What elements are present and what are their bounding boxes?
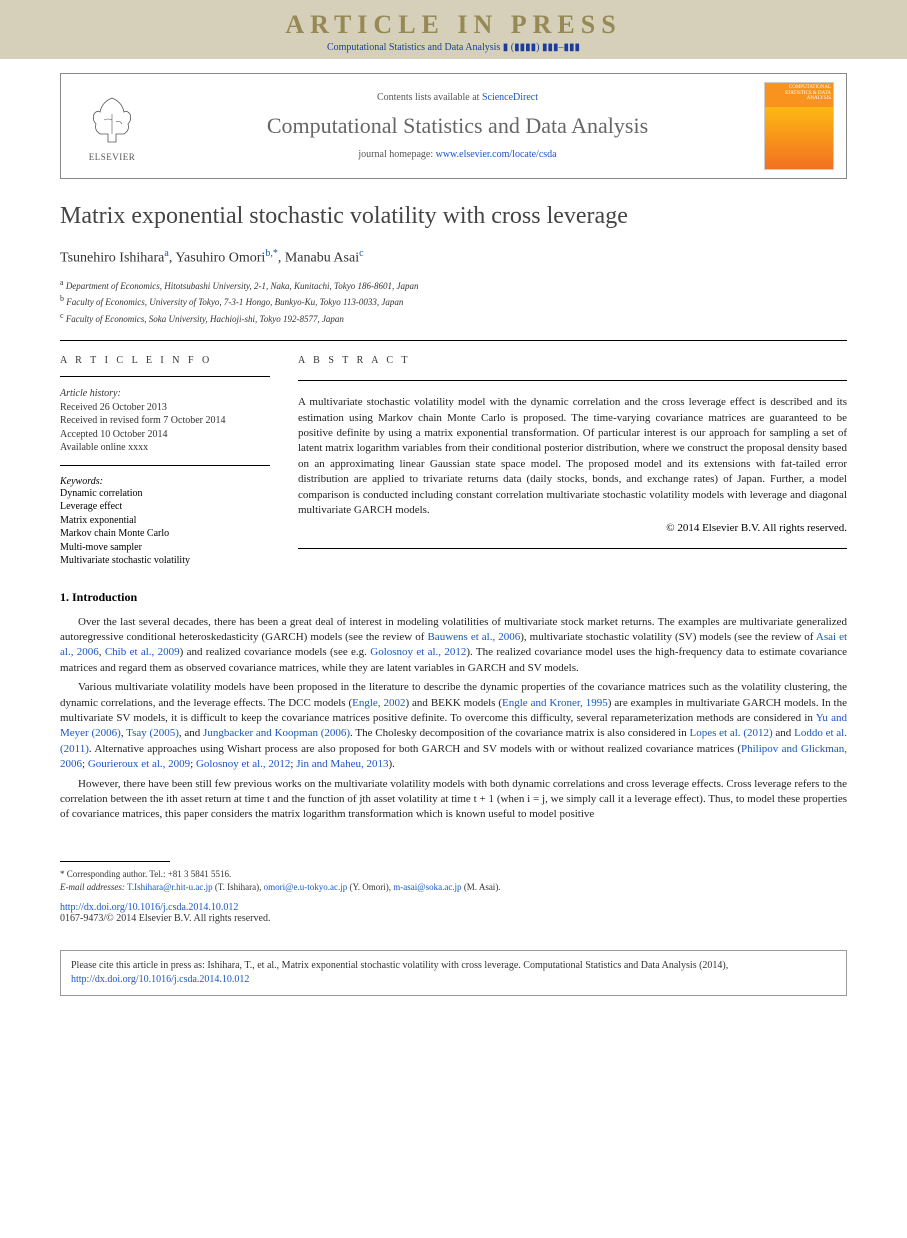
citation-link[interactable]: Chib et al., 2009 bbox=[105, 646, 180, 658]
online: Available online xxxx bbox=[60, 441, 270, 455]
citation-box: Please cite this article in press as: Is… bbox=[60, 950, 847, 996]
sciencedirect-link[interactable]: ScienceDirect bbox=[482, 92, 538, 103]
introduction-section: 1. Introduction Over the last several de… bbox=[60, 590, 847, 823]
email-link[interactable]: T.Ishihara@r.hit-u.ac.jp bbox=[127, 882, 213, 892]
section-title: 1. Introduction bbox=[60, 590, 847, 605]
kw-label: Keywords: bbox=[60, 476, 270, 487]
author-name: Manabu Asai bbox=[285, 251, 359, 266]
contents-prefix: Contents lists available at bbox=[377, 92, 482, 103]
keyword: Multi-move sampler bbox=[60, 541, 270, 555]
corr-marker: * bbox=[60, 869, 65, 879]
homepage-line: journal homepage: www.elsevier.com/locat… bbox=[167, 149, 748, 160]
email-who: (M. Asai). bbox=[462, 882, 501, 892]
email-line: E-mail addresses: T.Ishihara@r.hit-u.ac.… bbox=[60, 881, 847, 894]
divider bbox=[60, 340, 847, 341]
citation-link[interactable]: Golosnoy et al., 2012 bbox=[370, 646, 466, 658]
received: Received 26 October 2013 bbox=[60, 401, 270, 415]
journal-title: Computational Statistics and Data Analys… bbox=[167, 113, 748, 139]
paragraph: Various multivariate volatility models h… bbox=[60, 680, 847, 772]
divider bbox=[60, 465, 270, 466]
history-block: Article history: Received 26 October 201… bbox=[60, 387, 270, 455]
info-heading: A R T I C L E I N F O bbox=[60, 355, 270, 366]
divider bbox=[60, 376, 270, 377]
paragraph: Over the last several decades, there has… bbox=[60, 615, 847, 677]
affiliations: a Department of Economics, Hitotsubashi … bbox=[60, 277, 847, 327]
abstract-heading: A B S T R A C T bbox=[298, 355, 847, 366]
corr-text: Corresponding author. Tel.: +81 3 5841 5… bbox=[67, 869, 232, 879]
footnote-divider bbox=[60, 861, 170, 862]
email-label: E-mail addresses: bbox=[60, 882, 125, 892]
abstract-text: A multivariate stochastic volatility mod… bbox=[298, 395, 847, 518]
keyword: Dynamic correlation bbox=[60, 487, 270, 501]
author-line: Tsunehiro Ishiharaa, Yasuhiro Omorib,*, … bbox=[60, 248, 847, 267]
homepage-link[interactable]: www.elsevier.com/locate/csda bbox=[436, 149, 557, 160]
citation-link[interactable]: Engle, 2002 bbox=[352, 697, 405, 709]
author-aff: c bbox=[359, 248, 363, 259]
footnotes: * Corresponding author. Tel.: +81 3 5841… bbox=[0, 868, 907, 894]
citation-link[interactable]: Lopes et al. (2012) bbox=[690, 727, 773, 739]
banner-text: ARTICLE IN PRESS bbox=[0, 10, 907, 40]
citation-link[interactable]: Gourieroux et al., 2009 bbox=[88, 758, 190, 770]
keyword: Leverage effect bbox=[60, 500, 270, 514]
aff-sup: c bbox=[60, 311, 64, 320]
abstract-col: A B S T R A C T A multivariate stochasti… bbox=[298, 355, 847, 568]
author-name: Yasuhiro Omori bbox=[175, 251, 265, 266]
email-link[interactable]: m-asai@soka.ac.jp bbox=[393, 882, 461, 892]
article-page: ARTICLE IN PRESS Computational Statistic… bbox=[0, 0, 907, 1238]
affiliation: c Faculty of Economics, Soka University,… bbox=[60, 310, 847, 327]
email-link[interactable]: omori@e.u-tokyo.ac.jp bbox=[264, 882, 348, 892]
cover-title: COMPUTATIONAL STATISTICS & DATA ANALYSIS bbox=[765, 83, 833, 107]
paragraph: However, there have been still few previ… bbox=[60, 777, 847, 823]
journal-header: ELSEVIER Contents lists available at Sci… bbox=[60, 73, 847, 179]
elsevier-logo: ELSEVIER bbox=[73, 85, 151, 167]
header-center: Contents lists available at ScienceDirec… bbox=[167, 92, 748, 160]
history-label: Article history: bbox=[60, 387, 270, 401]
affiliation: a Department of Economics, Hitotsubashi … bbox=[60, 277, 847, 294]
email-who: (T. Ishihara), bbox=[213, 882, 264, 892]
cover-body bbox=[765, 107, 833, 169]
citation-link[interactable]: Jin and Maheu, 2013 bbox=[296, 758, 388, 770]
contents-line: Contents lists available at ScienceDirec… bbox=[167, 92, 748, 103]
keyword: Matrix exponential bbox=[60, 514, 270, 528]
journal-cover: COMPUTATIONAL STATISTICS & DATA ANALYSIS bbox=[764, 82, 834, 170]
divider bbox=[298, 380, 847, 381]
revised: Received in revised form 7 October 2014 bbox=[60, 414, 270, 428]
article-content: Matrix exponential stochastic volatility… bbox=[0, 179, 907, 823]
author-name: Tsunehiro Ishihara bbox=[60, 251, 164, 266]
cite-doi-link[interactable]: http://dx.doi.org/10.1016/j.csda.2014.10… bbox=[71, 974, 249, 985]
issn-line: 0167-9473/© 2014 Elsevier B.V. All right… bbox=[0, 913, 907, 938]
divider bbox=[298, 548, 847, 549]
press-banner: ARTICLE IN PRESS Computational Statistic… bbox=[0, 0, 907, 59]
correspondence: * Corresponding author. Tel.: +81 3 5841… bbox=[60, 868, 847, 881]
aff-sup: b bbox=[60, 294, 64, 303]
author-aff: a bbox=[164, 248, 168, 259]
citation-link[interactable]: Tsay (2005) bbox=[126, 727, 179, 739]
affiliation: b Faculty of Economics, University of To… bbox=[60, 293, 847, 310]
aff-text: Department of Economics, Hitotsubashi Un… bbox=[66, 281, 419, 291]
citation-link[interactable]: Bauwens et al., 2006 bbox=[427, 631, 520, 643]
copyright: © 2014 Elsevier B.V. All rights reserved… bbox=[298, 522, 847, 534]
homepage-prefix: journal homepage: bbox=[358, 149, 435, 160]
citation-link[interactable]: Engle and Kroner, 1995 bbox=[502, 697, 608, 709]
keyword: Multivariate stochastic volatility bbox=[60, 554, 270, 568]
accepted: Accepted 10 October 2014 bbox=[60, 428, 270, 442]
cite-prefix: Please cite this article in press as: Is… bbox=[71, 960, 728, 971]
tree-icon bbox=[82, 90, 142, 150]
author-aff: b,* bbox=[265, 248, 278, 259]
info-abstract-row: A R T I C L E I N F O Article history: R… bbox=[60, 355, 847, 568]
banner-sub: Computational Statistics and Data Analys… bbox=[0, 42, 907, 53]
aff-text: Faculty of Economics, Soka University, H… bbox=[66, 314, 344, 324]
doi-link[interactable]: http://dx.doi.org/10.1016/j.csda.2014.10… bbox=[0, 894, 907, 913]
citation-link[interactable]: Golosnoy et al., 2012 bbox=[196, 758, 290, 770]
article-title: Matrix exponential stochastic volatility… bbox=[60, 203, 847, 230]
elsevier-label: ELSEVIER bbox=[89, 152, 136, 162]
email-who: (Y. Omori), bbox=[347, 882, 393, 892]
article-info-col: A R T I C L E I N F O Article history: R… bbox=[60, 355, 270, 568]
citation-link[interactable]: Jungbacker and Koopman (2006) bbox=[203, 727, 350, 739]
keyword: Markov chain Monte Carlo bbox=[60, 527, 270, 541]
aff-text: Faculty of Economics, University of Toky… bbox=[66, 297, 403, 307]
aff-sup: a bbox=[60, 278, 64, 287]
